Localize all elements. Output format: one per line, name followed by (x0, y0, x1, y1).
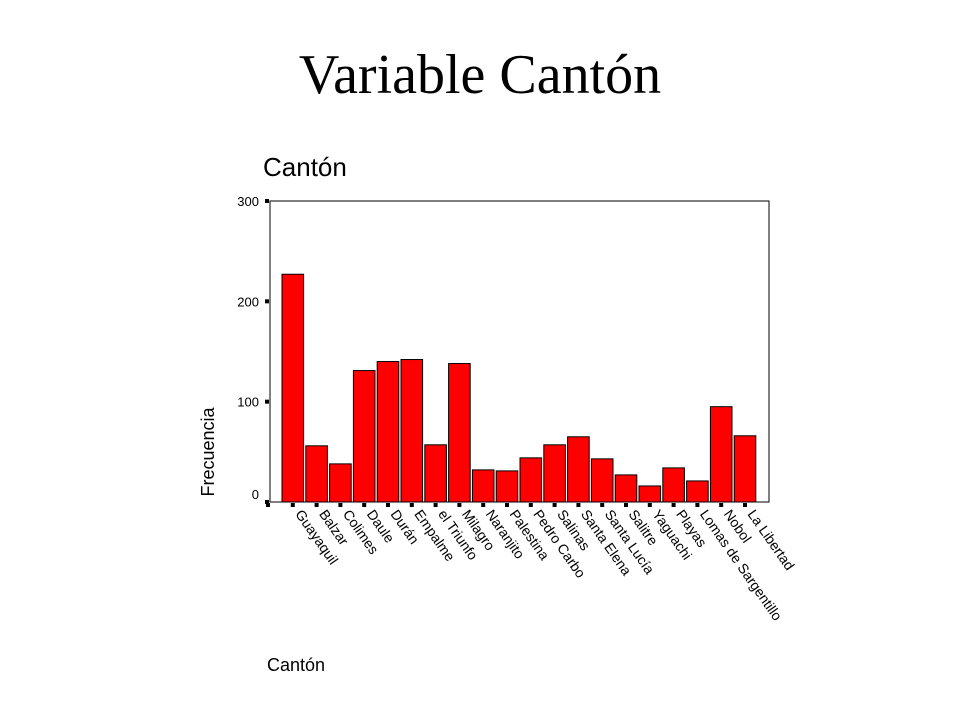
x-tick-mark (433, 503, 438, 507)
y-tick-label: 0 (252, 487, 259, 502)
bar (376, 361, 400, 503)
x-tick-mark (624, 503, 628, 507)
x-tick-mark (457, 503, 462, 507)
bar (543, 444, 566, 503)
x-tick-mark (362, 503, 367, 507)
x-tick-mark (409, 503, 414, 507)
bar (448, 363, 471, 503)
bar (686, 480, 709, 503)
bar (590, 458, 614, 503)
bar (352, 370, 376, 503)
y-axis-label: Frecuencia (198, 406, 218, 496)
x-tick-mark (600, 503, 605, 507)
bar (281, 273, 305, 503)
x-tick-mark (505, 503, 509, 507)
bar (638, 485, 662, 503)
y-tick-label: 300 (237, 194, 259, 209)
x-tick-mark (552, 503, 557, 507)
bar (424, 444, 447, 503)
bar (662, 467, 685, 503)
chart-title: Cantón (263, 152, 347, 182)
x-tick-mark (647, 503, 652, 507)
slide-title: Variable Cantón (298, 44, 662, 106)
bar (567, 436, 590, 503)
x-tick-mark (671, 503, 676, 507)
bar (709, 406, 733, 503)
x-tick-mark (386, 503, 390, 507)
x-tick-mark (528, 503, 533, 507)
y-tick-mark (265, 199, 269, 203)
x-tick-mark (314, 503, 319, 507)
x-tick-mark (719, 503, 724, 507)
plot-frame (269, 200, 770, 503)
bars (281, 273, 757, 503)
x-tick-mark (338, 503, 343, 507)
x-tick-mark (576, 503, 581, 507)
x-tick-label: La Libertad (745, 507, 798, 574)
bar (400, 359, 424, 503)
bar (733, 435, 757, 503)
y-tick-mark (265, 399, 269, 404)
x-tick-mark (743, 503, 747, 507)
bar (329, 463, 352, 503)
y-tick-mark (265, 299, 269, 304)
y-tick-mark (265, 500, 269, 504)
y-tick-label: 100 (237, 395, 259, 410)
x-axis-label: Cantón (267, 655, 325, 675)
bar (305, 445, 328, 503)
x-tick-mark (290, 503, 295, 507)
x-axis: GuayaquilBalzarColimesDauleDuránEmpalmee… (266, 503, 798, 624)
y-axis: 0 100 200 300 (237, 194, 269, 504)
bar (495, 470, 519, 503)
x-tick-mark (695, 503, 700, 507)
bar (471, 469, 495, 503)
y-tick-label: 200 (237, 294, 259, 309)
bar (519, 457, 543, 503)
x-tick-mark (481, 503, 486, 507)
x-axis-corner-tick (266, 503, 270, 507)
bar (614, 474, 638, 503)
